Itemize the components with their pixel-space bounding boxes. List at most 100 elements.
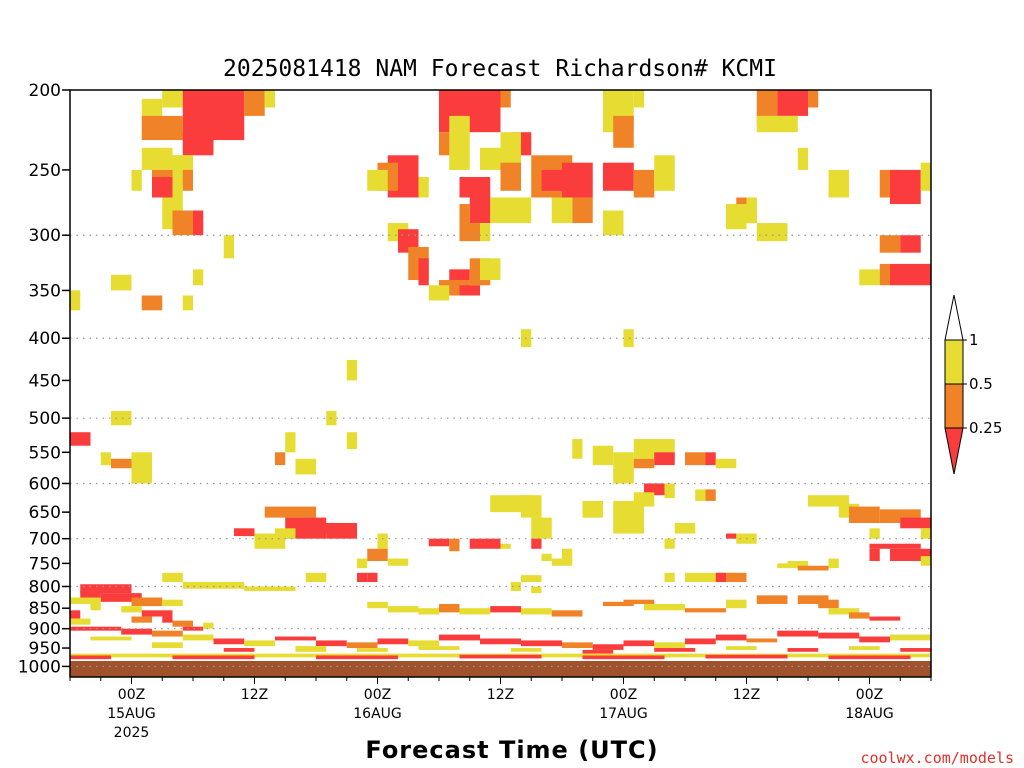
ri-cell — [654, 642, 685, 649]
y-tick-label: 250 — [29, 161, 61, 181]
ri-cell — [111, 458, 142, 469]
x-axis-title: Forecast Time (UTC) — [365, 736, 658, 764]
ri-cell — [141, 115, 183, 141]
ri-cell — [726, 204, 747, 230]
y-tick-label: 700 — [29, 530, 61, 550]
ri-cell — [756, 595, 788, 604]
ri-cell — [541, 169, 562, 191]
ri-cell — [808, 90, 819, 108]
ri-cell — [879, 263, 890, 286]
x-tick-label: 00Z — [610, 687, 637, 703]
ri-cell — [305, 572, 327, 582]
x-date-label: 17AUG — [599, 706, 648, 722]
ri-cell — [500, 90, 511, 108]
ri-cell — [623, 329, 634, 348]
ri-cell — [398, 229, 419, 253]
ri-cell — [480, 638, 521, 645]
ri-cell — [808, 495, 849, 507]
ri-cell — [121, 628, 152, 635]
ri-cell — [428, 538, 450, 547]
legend-bin-red — [944, 427, 964, 475]
ri-cell — [203, 622, 214, 629]
ri-cell — [849, 612, 870, 619]
ri-cell — [510, 648, 542, 652]
ri-cell — [100, 593, 142, 602]
ri-cell — [859, 269, 880, 286]
y-tick-label: 800 — [29, 577, 61, 597]
ri-cell — [480, 258, 501, 281]
ri-cell — [162, 572, 183, 582]
ri-cell — [70, 432, 91, 446]
ri-cell — [777, 630, 819, 637]
ri-cell — [531, 586, 542, 594]
ri-cell — [182, 634, 214, 641]
ri-cell — [592, 644, 624, 650]
ri-cell — [685, 608, 726, 613]
ri-cell — [70, 610, 81, 619]
ri-cell — [797, 595, 829, 604]
ri-cell — [357, 648, 388, 652]
ri-cell — [80, 584, 132, 594]
ri-cell — [223, 648, 255, 652]
ri-cell — [357, 558, 368, 569]
ri-cell — [695, 489, 706, 501]
ri-cell — [182, 169, 193, 191]
ri-cell — [162, 90, 183, 108]
ri-cell — [531, 517, 552, 539]
ri-cell — [408, 640, 439, 647]
ri-cell — [172, 655, 255, 660]
ri-cell — [787, 560, 808, 569]
ri-cell — [418, 177, 429, 198]
ri-cell — [531, 538, 542, 549]
ri-cell — [582, 500, 603, 518]
x-tick-label: 00Z — [364, 687, 391, 703]
ri-cell — [562, 548, 573, 561]
ri-cell — [367, 572, 378, 582]
ri-cell — [756, 223, 788, 242]
x-tick-label: 00Z — [856, 687, 883, 703]
ri-cell — [797, 565, 829, 571]
ri-cell — [459, 204, 470, 230]
ri-cell — [439, 603, 460, 613]
ri-cell — [787, 648, 819, 652]
ri-cell — [459, 223, 480, 242]
ri-cell — [193, 269, 204, 286]
ri-cell — [480, 223, 491, 242]
ri-cell — [213, 638, 245, 645]
ri-cell — [418, 646, 460, 650]
ri-cell — [244, 640, 275, 647]
ri-cell — [603, 162, 634, 191]
ri-cell — [900, 648, 931, 652]
y-tick-label: 300 — [29, 226, 61, 246]
ri-cell — [797, 147, 808, 170]
ri-cell — [357, 572, 368, 582]
ri-cell — [726, 533, 737, 539]
legend-tick-label: 0.5 — [969, 375, 993, 393]
ri-cell — [449, 538, 460, 552]
ri-cell — [70, 290, 81, 311]
ri-cell — [500, 132, 521, 163]
ri-cell — [890, 634, 931, 641]
legend-bin-yellow — [944, 339, 964, 385]
ri-cell — [869, 548, 880, 561]
ri-cell — [316, 655, 398, 660]
x-tick-label: 12Z — [487, 687, 514, 703]
y-tick-label: 850 — [29, 599, 61, 619]
ri-cell — [377, 533, 388, 549]
ri-cell — [521, 608, 552, 615]
ri-cell — [705, 489, 716, 501]
ri-cell — [100, 452, 111, 466]
ri-cell — [551, 558, 573, 566]
ri-cell — [777, 563, 788, 569]
ri-cell — [900, 517, 931, 529]
ri-cell — [500, 155, 521, 191]
ri-cell — [756, 115, 798, 133]
ri-cell — [510, 581, 521, 591]
ri-cell — [541, 553, 552, 561]
ri-cell — [654, 155, 675, 191]
ri-cell — [818, 599, 839, 609]
ri-cell — [726, 599, 747, 609]
ri-cell — [623, 599, 655, 604]
ri-cell — [469, 197, 491, 224]
ri-cell — [490, 606, 521, 613]
